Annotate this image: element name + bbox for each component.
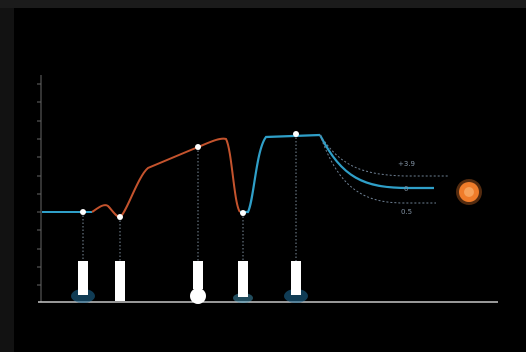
label-middle: 0 bbox=[404, 185, 408, 193]
point-3[interactable] bbox=[195, 144, 201, 150]
branch-upper bbox=[319, 134, 448, 177]
handle-3[interactable] bbox=[193, 261, 203, 289]
point-2[interactable] bbox=[117, 214, 123, 220]
handle-3-knob[interactable] bbox=[190, 288, 206, 304]
label-lower: 0.5 bbox=[401, 208, 412, 216]
handle-5[interactable] bbox=[291, 261, 301, 295]
node-stems bbox=[82, 134, 297, 262]
point-4[interactable] bbox=[240, 210, 246, 216]
branch-middle bbox=[319, 134, 434, 190]
handle-1[interactable] bbox=[78, 261, 88, 295]
node-glows bbox=[71, 289, 308, 303]
top-strip bbox=[0, 0, 526, 8]
curve-plateau-segment bbox=[240, 133, 321, 214]
y-ticks bbox=[37, 83, 41, 286]
handle-4[interactable] bbox=[238, 261, 248, 297]
plot-panel bbox=[14, 8, 526, 352]
point-5[interactable] bbox=[293, 131, 299, 137]
target-marker[interactable] bbox=[456, 179, 482, 205]
node-handles[interactable] bbox=[78, 261, 301, 304]
target-center bbox=[464, 187, 474, 197]
curve-points[interactable] bbox=[80, 131, 299, 220]
handle-2[interactable] bbox=[115, 261, 125, 301]
branch-lower bbox=[319, 134, 436, 204]
label-upper: +3.9 bbox=[398, 160, 415, 168]
point-1[interactable] bbox=[80, 209, 86, 215]
curve-rise-segment bbox=[91, 137, 241, 219]
